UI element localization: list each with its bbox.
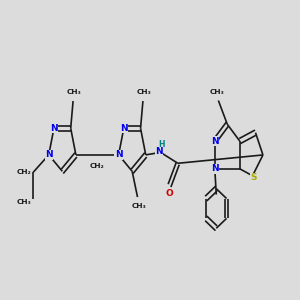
Text: CH₃: CH₃	[136, 89, 151, 95]
Text: H: H	[158, 140, 165, 149]
Text: S: S	[250, 173, 256, 182]
Text: N: N	[155, 147, 163, 156]
Text: CH₃: CH₃	[66, 89, 81, 95]
Text: CH₃: CH₃	[132, 203, 146, 209]
Text: O: O	[165, 189, 173, 198]
Text: N: N	[50, 124, 58, 133]
Text: N: N	[120, 124, 127, 133]
Text: CH₃: CH₃	[209, 89, 224, 95]
Text: N: N	[45, 150, 52, 159]
Text: N: N	[115, 150, 122, 159]
Text: CH₂: CH₂	[16, 169, 31, 175]
Text: N: N	[211, 136, 219, 146]
Text: CH₂: CH₂	[90, 163, 105, 169]
Text: CH₃: CH₃	[16, 199, 31, 205]
Text: N: N	[211, 164, 219, 173]
